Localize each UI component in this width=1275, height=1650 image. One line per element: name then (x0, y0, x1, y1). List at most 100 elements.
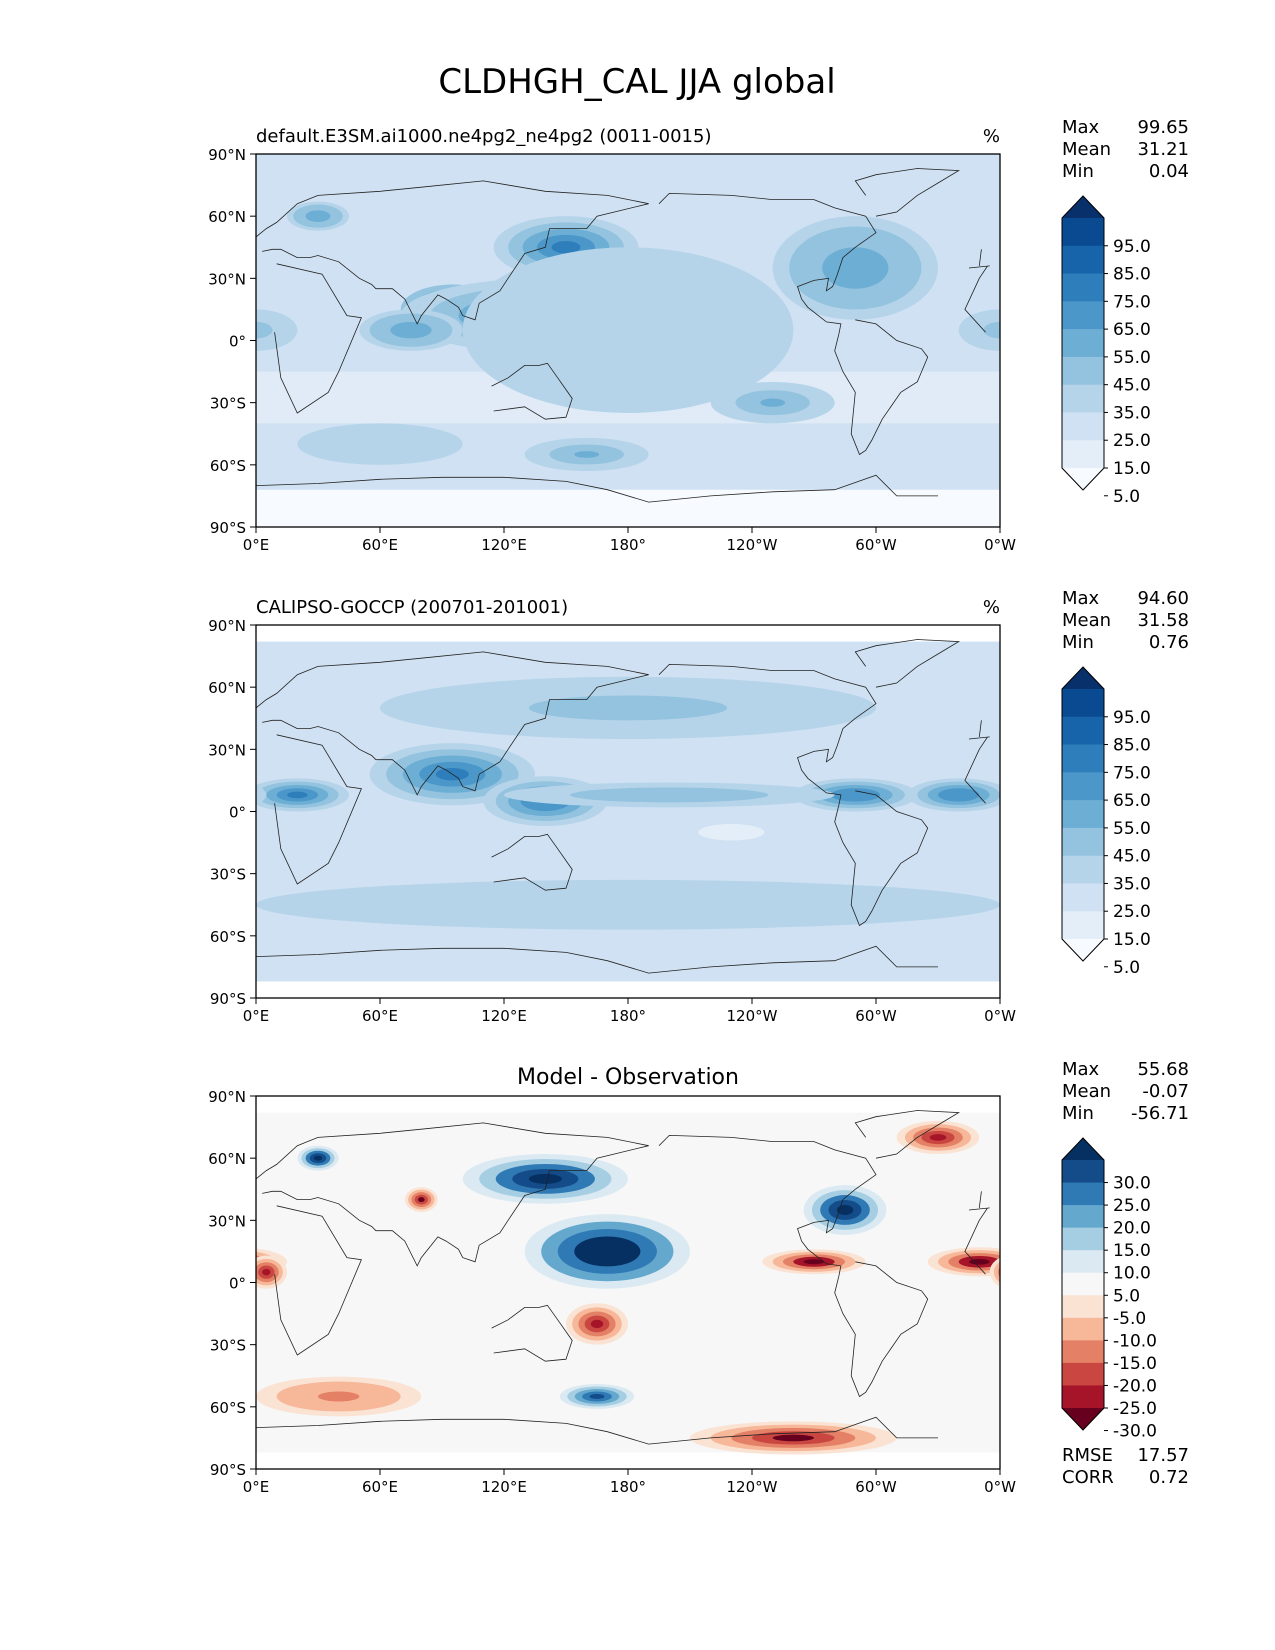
colorbar-segment (1062, 1295, 1104, 1319)
x-tick-label: 60°W (855, 536, 897, 554)
stat-value-min: 0.04 (1149, 161, 1189, 182)
colorbar-label: 30.0 (1113, 1174, 1151, 1194)
x-tick-label: 180° (610, 1007, 646, 1025)
contour-9-3 (1159, 1195, 1172, 1205)
contour-7-2 (0, 1428, 111, 1448)
y-tick-label: 90°N (208, 1088, 246, 1106)
coastline (256, 474, 938, 503)
colorbar-segment (1062, 1227, 1104, 1251)
contour-0-1 (1205, 303, 1275, 336)
colorbar-label: 65.0 (1113, 320, 1151, 340)
colorbar-label: 20.0 (1113, 1219, 1151, 1239)
contour-9-4 (1162, 1197, 1169, 1202)
colorbar-label: 55.0 (1113, 819, 1151, 839)
contour-5-4 (60, 1259, 81, 1264)
colorbar-label: 35.0 (1113, 874, 1151, 894)
contour-1-1 (1240, 781, 1275, 821)
colorbar-label: 15.0 (1113, 459, 1151, 479)
contour-10-4 (760, 398, 786, 407)
contour-4-4 (551, 241, 581, 254)
contour-8-4 (0, 828, 4, 836)
y-tick-label: 30°N (208, 741, 246, 759)
x-tick-label: 0°E (243, 1478, 270, 1496)
coastline (491, 362, 573, 420)
colorbar-label: 65.0 (1113, 791, 1151, 811)
x-tick-label: 120°W (727, 1007, 778, 1025)
contour-8-1 (0, 816, 53, 849)
contour-5-2 (64, 256, 138, 293)
coastline (256, 651, 982, 796)
contour-9-1 (1152, 1190, 1178, 1210)
colorbar-segment (1062, 412, 1104, 441)
contour-5-1 (29, 1252, 112, 1272)
map-field (0, 1096, 1275, 1469)
panel-left-title: default.E3SM.ai1000.ne4pg2_ne4pg2 (0011-… (256, 126, 711, 147)
colorbar-label: 75.0 (1113, 763, 1151, 783)
contour-3-0 (1145, 278, 1275, 353)
coastline (658, 663, 877, 806)
colorbar-label: 95.0 (1113, 237, 1151, 257)
contour-6-3 (78, 247, 144, 288)
map-panel-model: 90°N 60°N 30°N 0° 30°S 60°S 90°S0°E 60°E 120°E 18… (0, 117, 1275, 554)
x-tick-label: 120°W (727, 1478, 778, 1496)
contour-10-1 (0, 386, 78, 419)
contour-2-1 (1155, 290, 1238, 330)
contour-4-0 (1238, 216, 1275, 278)
contour-4-0 (256, 784, 267, 805)
y-tick-label: 0° (229, 804, 246, 822)
colorbar-segment (1062, 883, 1104, 912)
contour-1-1 (1223, 1159, 1275, 1199)
contour-6-0 (0, 677, 132, 739)
y-tick-label: 90°N (208, 146, 246, 164)
coastline (854, 168, 961, 217)
contour-2-4 (93, 1205, 110, 1215)
y-tick-label: 30°S (210, 866, 246, 884)
x-tick-label: 60°E (362, 1007, 398, 1025)
colorbar-label: 75.0 (1113, 292, 1151, 312)
contour-5-2 (39, 1254, 101, 1269)
coastline (256, 1122, 982, 1267)
contour-5-0 (0, 782, 91, 807)
contour-4-2 (1267, 229, 1275, 266)
polar-band (256, 489, 1000, 527)
contour-1-0 (1227, 776, 1275, 826)
contour-5-0 (39, 243, 163, 305)
contour-2-3 (1021, 788, 1062, 801)
contour-7-3 (8, 1431, 91, 1444)
map-field (0, 154, 1275, 527)
contour-5-3 (76, 262, 126, 287)
coastline (491, 833, 573, 891)
contour-2-4 (1031, 792, 1052, 799)
coastline (256, 1416, 938, 1445)
colorbar-label: 5.0 (1113, 487, 1140, 507)
contour-0-4 (1180, 768, 1213, 780)
contour-8-4 (714, 828, 748, 837)
colorbar-label: -30.0 (1113, 1422, 1157, 1442)
contour-11-0 (1269, 438, 1275, 471)
colorbar-label: 15.0 (1113, 930, 1151, 950)
contour-7-2 (1149, 890, 1275, 920)
contour-6-2 (1223, 689, 1275, 726)
colorbar-label: 45.0 (1113, 847, 1151, 867)
y-tick-label: 90°S (210, 990, 246, 1008)
contour-9-4 (256, 325, 265, 335)
contour-0-2 (1147, 756, 1246, 793)
map-panel-diff: 90°N 60°N 30°N 0° 30°S 60°S 90°S0°E 60°E 120°E 18… (0, 1059, 1275, 1496)
contour-7-3 (0, 895, 33, 915)
contour-5-3 (49, 1257, 90, 1267)
contour-4-4 (204, 792, 225, 799)
contour-2-2 (1165, 294, 1227, 324)
contour-5-0 (1248, 782, 1275, 807)
colorbar: 30.025.0 20.015.0 10.05.0 -5.0-10.0 -15.0-20… (1061, 1137, 1157, 1442)
colorbar: 95.0 85.0 75.0 65.0 55.0 45.0 35.0 25.0 15.0 5.0 (1061, 195, 1151, 507)
contour-8-3 (0, 824, 20, 841)
contour-12-0 (979, 1381, 1000, 1412)
stat-label-corr: CORR (1062, 1467, 1114, 1488)
coastline (834, 790, 929, 927)
figure-title: CLDHGH_CAL JJA global (438, 62, 835, 102)
contour-9-0 (1149, 1187, 1182, 1212)
contour-1-2 (1252, 786, 1275, 816)
colorbar-segment (1062, 827, 1104, 857)
contour-7-2 (0, 890, 107, 920)
colorbar-label: 25.0 (1113, 902, 1151, 922)
